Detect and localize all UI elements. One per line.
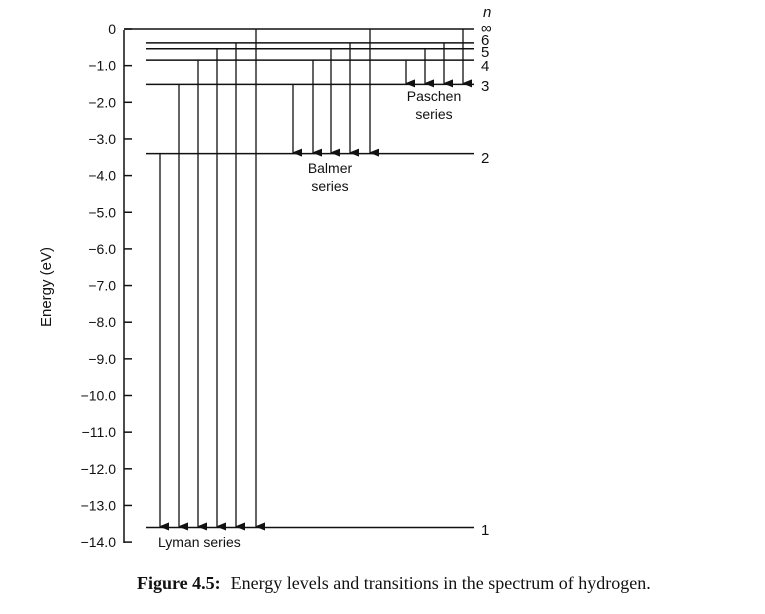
y-tick-label: −14.0 xyxy=(81,534,117,550)
y-tick-label: −12.0 xyxy=(81,461,117,477)
y-tick-label: −1.0 xyxy=(88,58,116,74)
y-tick-label: −3.0 xyxy=(88,131,116,147)
y-tick-label: −13.0 xyxy=(81,497,117,513)
level-label-ninf: ∞ xyxy=(481,20,492,37)
caption-label: Figure 4.5: xyxy=(137,573,221,593)
n-header-label: n xyxy=(483,4,491,21)
balmer-series-label-line1: Balmer xyxy=(308,160,353,176)
y-tick-label: −9.0 xyxy=(88,351,116,367)
y-tick-label: 0 xyxy=(108,21,116,37)
level-label-n6: 6 xyxy=(481,32,489,49)
caption-text: Energy levels and transitions in the spe… xyxy=(230,573,651,593)
level-label-n1: 1 xyxy=(481,522,489,539)
level-label-n2: 2 xyxy=(481,150,489,167)
level-labels: ∞654 3 2 1 xyxy=(481,20,492,539)
transition-arrows xyxy=(159,29,472,531)
y-tick-label: −4.0 xyxy=(88,168,116,184)
y-tick-label: −7.0 xyxy=(88,278,116,294)
y-axis-ticks: 0 −1.0 −2.0 −3.0 −4.0 −5.0 −6.0 −7.0 −8.0 −9.0 −10… xyxy=(81,21,132,550)
lyman-series-label: Lyman series xyxy=(158,534,241,550)
y-tick-label: −5.0 xyxy=(88,204,116,220)
y-tick-label: −6.0 xyxy=(88,241,116,257)
paschen-series-label-line1: Paschen xyxy=(407,88,461,104)
y-tick-label: −2.0 xyxy=(88,94,116,110)
y-axis-label: Energy (eV) xyxy=(38,247,55,327)
level-label-n3: 3 xyxy=(481,78,489,95)
balmer-series-label-line2: series xyxy=(311,178,348,194)
y-tick-label: −8.0 xyxy=(88,314,116,330)
paschen-series-label-line2: series xyxy=(415,106,452,122)
energy-level-diagram: Energy (eV) 0 −1.0 −2.0 −3.0 −4.0 −5.0 −6.0 −7.… xyxy=(38,4,492,550)
figure-caption: Figure 4.5: Energy levels and transitions… xyxy=(137,573,757,594)
y-tick-label: −11.0 xyxy=(82,424,117,440)
y-tick-label: −10.0 xyxy=(81,388,117,404)
level-label-n4: 4 xyxy=(481,58,489,75)
level-label-n5: 5 xyxy=(481,44,489,61)
